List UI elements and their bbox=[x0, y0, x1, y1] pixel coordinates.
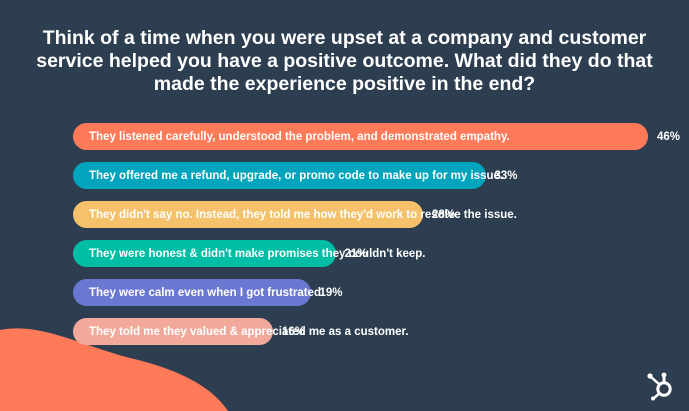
bar: They offered me a refund, upgrade, or pr… bbox=[73, 162, 503, 189]
data-label: 16% bbox=[282, 325, 306, 338]
data-label: 33% bbox=[494, 169, 518, 182]
title-line: service helped you have a positive outco… bbox=[36, 50, 653, 72]
title-line: made the experience positive in the end? bbox=[153, 73, 536, 95]
bar: They didn't say no. Instead, they told m… bbox=[73, 201, 517, 228]
title-line: Think of a time when you were upset at a… bbox=[42, 27, 647, 49]
bar-label: They were honest & didn't make promises … bbox=[89, 247, 426, 260]
bar-label: They were calm even when I got frustrate… bbox=[89, 286, 325, 299]
bar: They listened carefully, understood the … bbox=[73, 123, 648, 150]
bar-label: They listened carefully, understood the … bbox=[89, 130, 510, 143]
data-label: 28% bbox=[432, 208, 456, 221]
bar: They told me they valued & appreciated m… bbox=[73, 318, 409, 345]
data-label: 21% bbox=[344, 247, 368, 260]
data-label: 46% bbox=[657, 130, 681, 143]
bar: They were calm even when I got frustrate… bbox=[73, 279, 324, 306]
bar-label: They didn't say no. Instead, they told m… bbox=[89, 208, 517, 221]
data-label: 19% bbox=[319, 286, 343, 299]
bar-label: They offered me a refund, upgrade, or pr… bbox=[89, 169, 504, 182]
chart-title: Think of a time when you were upset at a… bbox=[30, 27, 659, 96]
bar: They were honest & didn't make promises … bbox=[73, 240, 426, 267]
hubspot-sprocket-icon bbox=[647, 372, 672, 401]
bar-label: They told me they valued & appreciated m… bbox=[89, 325, 409, 338]
